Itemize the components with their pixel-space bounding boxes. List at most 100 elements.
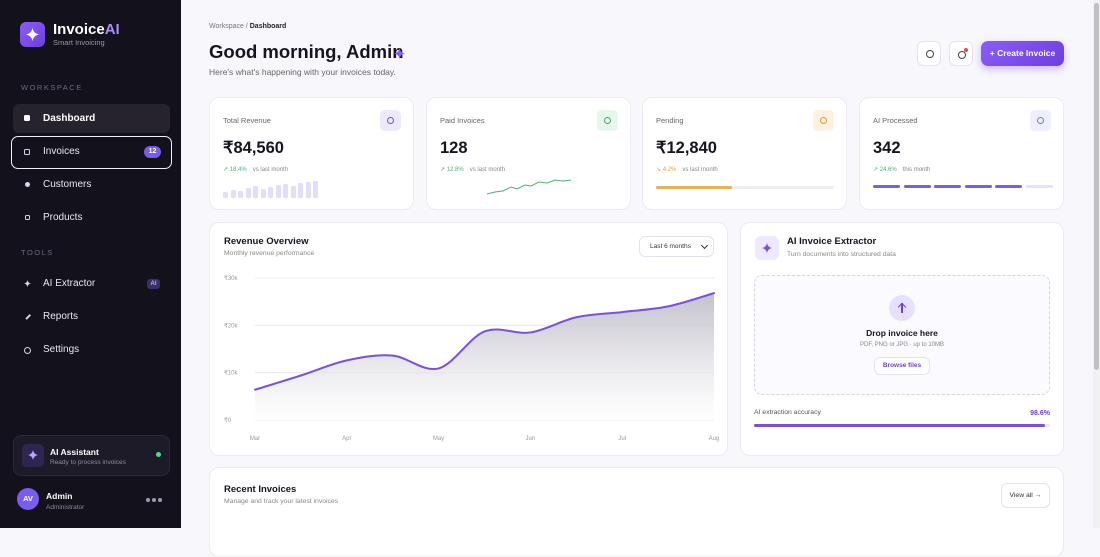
logo-sparkle <box>26 28 39 41</box>
nav-item-focus[interactable] <box>11 136 172 169</box>
scrollbar <box>1093 0 1100 528</box>
breadcrumb-separator: / <box>245 23 248 30</box>
brand-name: Invoice <box>53 21 105 38</box>
progress-fill <box>656 186 732 189</box>
revenue-chart: ₹30k ₹20k ₹10k ₹0 Mar Apr May Jun Jul Aug <box>224 275 720 442</box>
notification-button[interactable] <box>949 41 973 66</box>
breadcrumb-parent[interactable]: Workspace <box>209 23 244 30</box>
breadcrumb-current: Dashboard <box>249 23 287 30</box>
nav-badge: 12 <box>144 146 161 158</box>
segment <box>903 185 931 188</box>
user-name: Admin <box>46 491 73 501</box>
nav-badge: AI <box>147 279 160 289</box>
notification-dot <box>964 48 968 52</box>
stat-card: Paid Invoices 128 ↗ 12.8% vs last month <box>426 97 631 210</box>
extractor-subtitle: Turn documents into structured data <box>787 251 896 258</box>
stat-icon <box>813 110 834 131</box>
stat-change-row: ↘ 4.2% vs last month <box>656 167 718 173</box>
breadcrumb: Workspace / Dashboard <box>209 23 286 30</box>
nav-icon <box>24 280 31 287</box>
brand-tagline: Smart Invoicing <box>53 38 105 47</box>
stat-period: this month <box>902 167 931 173</box>
nav-label[interactable]: Products <box>43 212 83 223</box>
mini-bar <box>245 188 251 198</box>
section-title: WORKSPACE <box>21 83 83 92</box>
mini-bar <box>298 183 303 198</box>
nav-label[interactable]: Settings <box>43 344 80 355</box>
nav-label[interactable]: AI Extractor <box>43 278 96 289</box>
stat-change: ↗ 18.4% <box>223 167 247 173</box>
recent-title: Recent Invoices <box>224 484 297 495</box>
nav-icon <box>25 314 31 320</box>
x-tick-label: May <box>433 436 444 442</box>
status-dot <box>156 452 161 457</box>
x-tick-label: Apr <box>342 436 351 442</box>
search-button[interactable] <box>917 41 941 66</box>
user-menu[interactable] <box>146 498 162 502</box>
x-tick-label: Jun <box>526 436 536 442</box>
x-tick-label: Aug <box>709 436 720 442</box>
x-tick-label: Jul <box>618 436 626 442</box>
stat-label: AI Processed <box>873 116 918 125</box>
page-title: Good morning, Admin <box>209 41 404 62</box>
y-tick-label: ₹30k <box>224 275 238 282</box>
assistant-icon <box>22 444 44 467</box>
stat-value: 128 <box>440 139 468 157</box>
create-invoice-button[interactable]: + Create Invoice <box>981 41 1064 66</box>
stat-icon-glyph <box>820 117 827 124</box>
stat-change-row: ↗ 18.4% vs last month <box>223 167 288 173</box>
mini-bar <box>223 192 228 198</box>
recent-card <box>209 467 1064 557</box>
drop-title: Drop invoice here <box>866 328 938 338</box>
extractor-title: AI Invoice Extractor <box>787 236 877 247</box>
accuracy-track <box>754 424 1050 427</box>
stat-change-row: ↗ 24.6% this month <box>873 167 930 173</box>
nav-icon <box>24 115 30 121</box>
x-tick-label: Mar <box>250 436 260 442</box>
upload-icon <box>889 295 915 321</box>
stat-icon <box>1030 110 1051 131</box>
stat-card: Total Revenue ₹84,560 ↗ 18.4% vs last month <box>209 97 414 210</box>
progress-track <box>656 186 834 189</box>
nav-label[interactable]: Customers <box>43 179 92 190</box>
segment <box>1025 185 1053 188</box>
area <box>255 293 714 420</box>
nav-label[interactable]: Reports <box>43 311 79 322</box>
stat-value: ₹12,840 <box>656 139 717 157</box>
mini-bar <box>230 190 236 198</box>
user-role: Administrator <box>46 504 85 511</box>
stat-card: Pending ₹12,840 ↘ 4.2% vs last month <box>642 97 847 210</box>
mini-bar <box>305 182 311 198</box>
nav-item-active[interactable] <box>13 104 170 133</box>
nav-icon <box>24 149 30 155</box>
sparkline <box>486 179 572 195</box>
stat-period: vs last month <box>469 167 506 173</box>
mini-bar <box>290 186 296 198</box>
sidebar: Invoice AI Smart Invoicing WORKSPACE Dash… <box>0 0 181 528</box>
view-all-button[interactable]: View all → <box>1001 483 1050 508</box>
browse-button[interactable]: Browse files <box>874 357 930 375</box>
stat-label: Paid Invoices <box>440 116 485 125</box>
stat-value: ₹84,560 <box>223 139 284 157</box>
accuracy-value: 98.6% <box>1030 410 1050 417</box>
segment <box>995 185 1022 188</box>
stat-period: vs last month <box>252 167 289 173</box>
nav-label[interactable]: Invoices <box>43 146 80 157</box>
mini-bar <box>313 181 318 198</box>
stat-icon <box>380 110 401 131</box>
nav-icon <box>24 347 31 354</box>
stat-period: vs last month <box>682 167 718 173</box>
nav-icon <box>25 182 30 187</box>
accuracy-label: AI extraction accuracy <box>754 409 821 416</box>
section-title: TOOLS <box>21 248 54 257</box>
nav-label[interactable]: Dashboard <box>43 113 96 124</box>
logo <box>20 22 45 47</box>
scrollbar-thumb <box>1094 3 1099 370</box>
nav-icon <box>25 215 30 220</box>
range-dropdown[interactable]: Last 6 months <box>639 236 714 257</box>
mini-bar <box>238 191 243 198</box>
stat-icon <box>597 110 618 131</box>
stat-change-row: ↗ 12.8% vs last month <box>440 167 505 173</box>
stat-label: Pending <box>656 116 684 125</box>
